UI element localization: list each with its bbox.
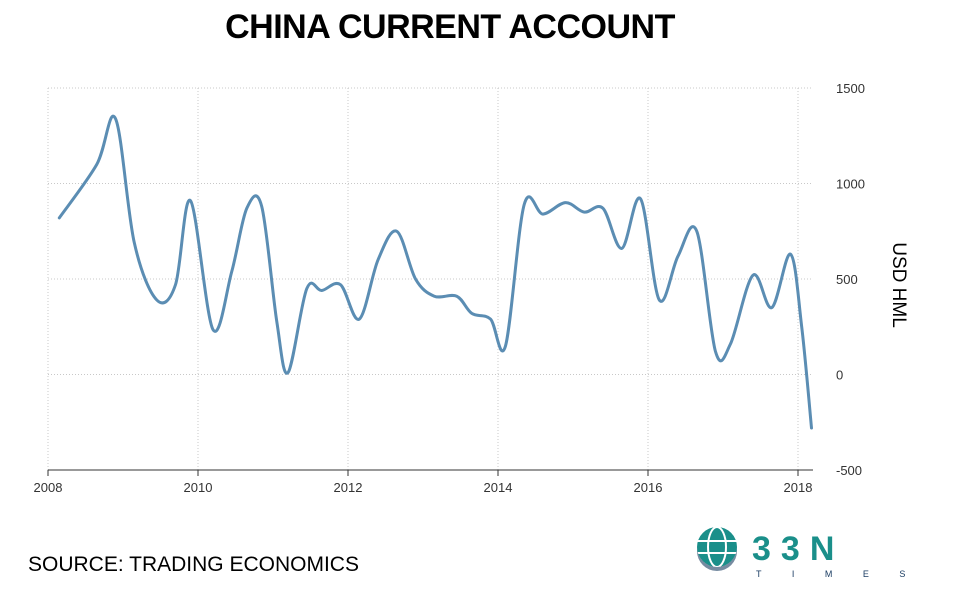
logo-wordmark: 33N bbox=[752, 530, 844, 568]
y-axis-label: USD HML bbox=[888, 242, 909, 328]
x-tick-label: 2012 bbox=[334, 480, 363, 495]
y-tick-label: 1000 bbox=[836, 177, 865, 192]
y-tick-label: 500 bbox=[836, 272, 858, 287]
series-line bbox=[57, 114, 813, 430]
gridlines bbox=[47, 87, 813, 471]
x-tick-label: 2008 bbox=[34, 480, 63, 495]
source-note: SOURCE: TRADING ECONOMICS bbox=[28, 553, 359, 576]
y-axis-ticks: 1500 1000 500 0 -500 bbox=[836, 81, 865, 478]
bbn-times-logo: 33N T I M E S bbox=[690, 525, 905, 585]
y-tick-label: 0 bbox=[836, 368, 843, 383]
x-tick-label: 2010 bbox=[184, 480, 213, 495]
logo-subtext: T I M E S bbox=[756, 569, 905, 579]
x-tick-label: 2014 bbox=[484, 480, 513, 495]
y-tick-label: 1500 bbox=[836, 81, 865, 96]
series-group bbox=[57, 114, 813, 430]
y-tick-label: -500 bbox=[836, 463, 862, 478]
chart-title: CHINA CURRENT ACCOUNT bbox=[225, 8, 675, 46]
x-tick-label: 2018 bbox=[784, 480, 813, 495]
x-tick-label: 2016 bbox=[634, 480, 663, 495]
globe-icon: 33N T I M E S bbox=[697, 526, 905, 579]
x-axis-ticks: 2008 2010 2012 2014 2016 2018 bbox=[34, 470, 813, 495]
